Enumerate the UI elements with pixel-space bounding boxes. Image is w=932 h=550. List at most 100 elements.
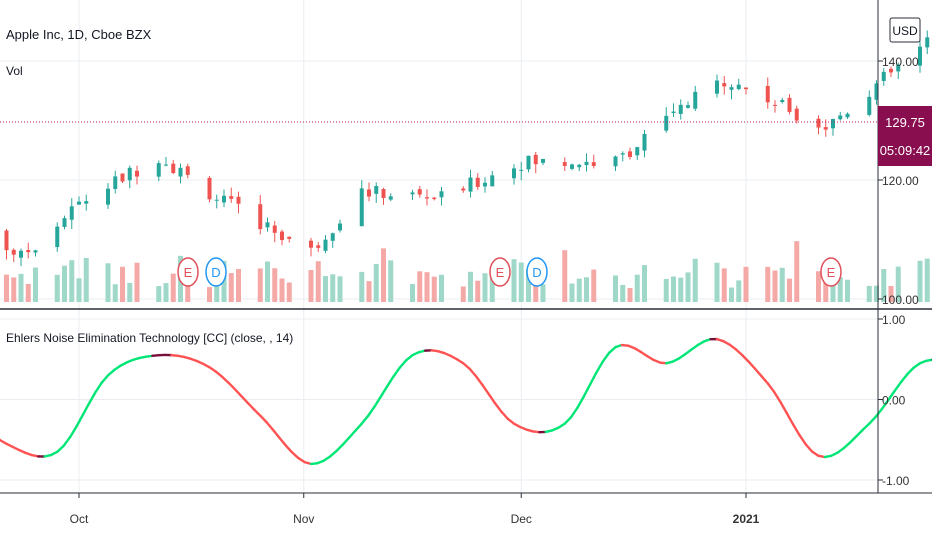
- volume-bar: [692, 258, 698, 302]
- volume-bar: [613, 275, 618, 302]
- indicator-pane[interactable]: Ehlers Noise Elimination Technology [CC]…: [0, 318, 932, 481]
- candle-body: [664, 115, 669, 131]
- net-line-segment: [271, 428, 281, 439]
- candle-body: [519, 169, 524, 171]
- candle-body: [330, 233, 335, 241]
- volume-bar: [881, 269, 887, 302]
- candle-body: [787, 97, 792, 112]
- candle-body: [4, 230, 9, 251]
- net-line-segment: [842, 441, 852, 450]
- time-labels: OctNovDec2021FebMarAprMay: [70, 493, 760, 526]
- currency-button[interactable]: [889, 17, 921, 43]
- net-line-segment: [734, 348, 744, 357]
- net-line-segment: [265, 421, 275, 431]
- candle-body: [323, 239, 328, 251]
- net-line-segment: [87, 391, 97, 405]
- candle-body: [736, 84, 741, 90]
- volume-bar: [917, 260, 923, 302]
- net-line-segment: [462, 362, 471, 370]
- volume-bar: [323, 275, 328, 302]
- volume-bar: [366, 281, 372, 302]
- net-line-segment: [404, 354, 414, 362]
- volume-bars: [4, 241, 930, 302]
- net-line-segment: [880, 398, 890, 411]
- volume-bar: [11, 277, 17, 302]
- candle-body: [425, 197, 429, 199]
- net-line-segment: [113, 364, 122, 372]
- volume-bar: [272, 268, 278, 302]
- candle-body: [62, 218, 67, 227]
- volume-bar: [381, 248, 386, 302]
- net-line-segment: [696, 340, 706, 347]
- volume-bar: [888, 286, 894, 302]
- candle-body: [280, 231, 284, 241]
- volume-bar: [315, 261, 321, 302]
- volume-bar: [866, 285, 872, 302]
- net-line-segment: [68, 425, 78, 439]
- candle-body: [874, 83, 879, 100]
- net-line-segment: [588, 371, 598, 386]
- candle-body: [512, 168, 516, 179]
- candle-body: [55, 226, 60, 248]
- candle-body: [84, 201, 89, 204]
- candle-body: [533, 154, 538, 165]
- dividend-marker[interactable]: D: [526, 257, 548, 287]
- candle-body: [156, 163, 161, 177]
- net-line-segment: [392, 366, 402, 378]
- volume-bar: [721, 268, 727, 302]
- indicator-tick-label: -1.00: [882, 474, 910, 488]
- candle-body: [178, 167, 183, 177]
- volume-bar: [134, 262, 140, 302]
- net-line-segment: [804, 443, 814, 453]
- candle-body: [222, 195, 226, 203]
- candle-body: [265, 222, 270, 228]
- volume-bar: [439, 274, 444, 302]
- earnings-marker[interactable]: E: [177, 257, 199, 287]
- candle-body: [367, 189, 371, 197]
- price-pane[interactable]: E D E D E Apple Inc, 1D, Cboe BZX Vol: [0, 0, 932, 493]
- volume-bar: [794, 241, 800, 302]
- dividend-marker[interactable]: D: [205, 257, 227, 287]
- volume-bar: [634, 274, 640, 302]
- volume-bar: [924, 258, 930, 302]
- earnings-marker-letter: E: [184, 265, 193, 280]
- candle-body: [628, 151, 632, 157]
- net-line-segment: [278, 436, 287, 447]
- net-line-segment: [512, 422, 522, 429]
- net-line-segment: [639, 350, 649, 358]
- volume-bar: [540, 284, 546, 302]
- candle-body: [309, 240, 313, 248]
- earnings-marker[interactable]: E: [489, 257, 511, 287]
- net-line-segment: [893, 380, 903, 393]
- volume-bar: [642, 265, 647, 302]
- net-line-segment: [741, 354, 750, 363]
- countdown-label: 05:09:42: [880, 143, 931, 158]
- candle-body: [475, 177, 480, 187]
- volume-bar: [228, 273, 234, 302]
- volume-bar: [76, 278, 82, 302]
- candle-body: [570, 164, 574, 169]
- volume-bar: [410, 284, 415, 302]
- candle-body: [410, 192, 415, 195]
- candle-body: [831, 119, 835, 129]
- price-scale[interactable]: 140.00 120.00 100.00 1.00 0.00 -1.00 USD 129…: [877, 0, 932, 493]
- candle-body: [69, 206, 74, 220]
- net-line-segment: [366, 405, 376, 418]
- net-line-segment: [208, 366, 218, 373]
- net-line-segment: [595, 360, 605, 374]
- volume-bar: [120, 266, 125, 302]
- time-scale[interactable]: OctNovDec2021FebMarAprMay: [0, 492, 932, 526]
- volume-bar: [569, 283, 575, 302]
- volume-label: Vol: [6, 64, 23, 78]
- time-label: Dec: [511, 512, 532, 526]
- candle-body: [678, 104, 683, 114]
- volume-bar: [729, 287, 734, 302]
- earnings-marker[interactable]: E: [820, 257, 842, 287]
- net-line-segment: [722, 339, 731, 346]
- candle-body: [207, 177, 212, 200]
- net-line-segment: [785, 411, 795, 426]
- price-tick-label: 120.00: [882, 174, 919, 188]
- indicator-tick-label: 1.00: [882, 313, 906, 327]
